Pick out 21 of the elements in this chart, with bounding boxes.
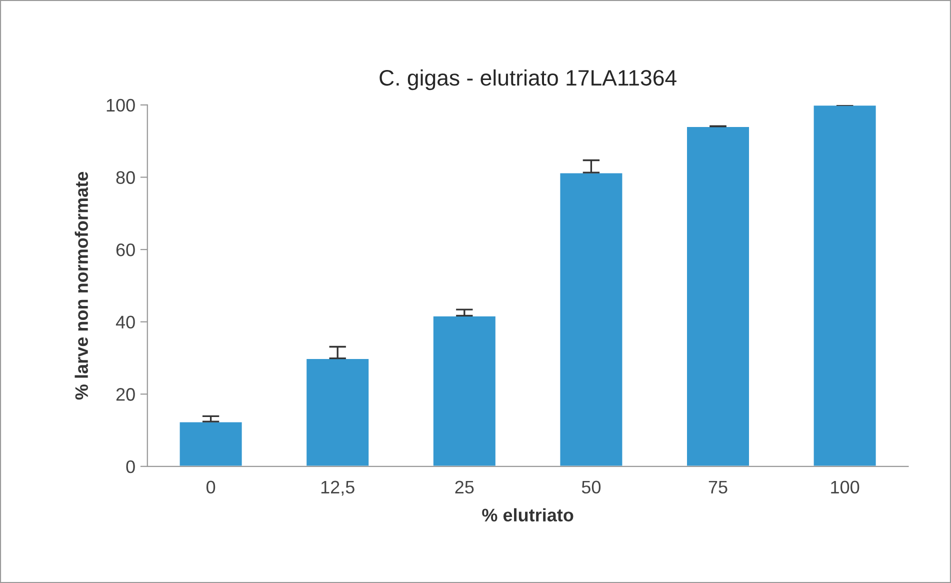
y-tick-label: 60 [116,243,135,256]
bar [432,314,497,466]
x-tick-label: 25 [455,480,474,494]
y-axis-title: % larve non normoformate [74,172,88,400]
x-axis-title: % elutriato [482,508,574,522]
x-tick-label: 0 [206,480,216,494]
bar [178,420,244,466]
y-tick-label: 20 [116,388,135,401]
x-tick-label: 12,5 [321,480,354,496]
bar [558,172,624,466]
y-tick-label: 0 [126,460,135,474]
bar [812,104,878,466]
x-tick-label: 75 [708,480,728,494]
x-tick-label: 50 [582,480,601,494]
chart-title: C. gigas - elutriato 17LA11364 [380,69,676,90]
y-tick-label: 80 [116,171,135,184]
y-tick-label: 100 [106,98,135,112]
x-tick-label: 100 [831,480,860,494]
bar [305,358,370,466]
y-tick-label: 40 [116,316,135,329]
bar [686,126,750,466]
